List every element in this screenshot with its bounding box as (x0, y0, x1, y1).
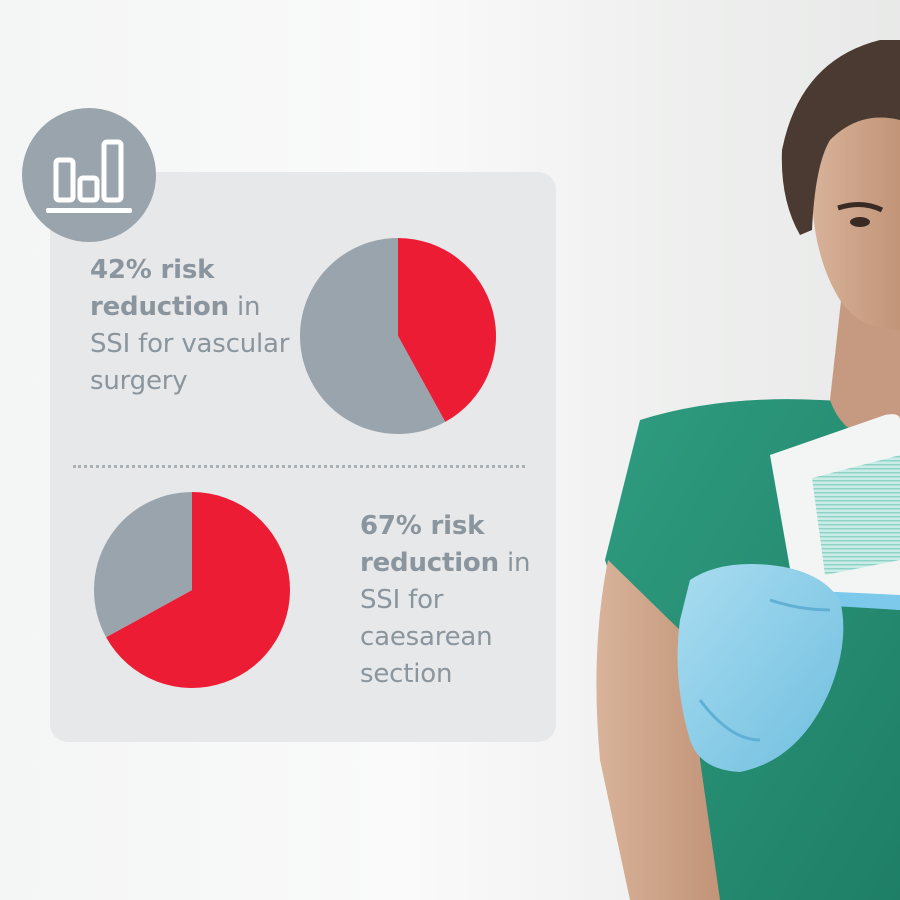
pie-chart-vascular (299, 238, 496, 434)
bar-chart-icon (46, 139, 132, 213)
pie-slice-vascular-remainder (299, 238, 446, 434)
stat-vascular-detail: in SSI for vascular surgery (90, 292, 290, 396)
stat-caesarean-detail: in SSI for caesarean section (360, 548, 531, 689)
dressing-pad (770, 414, 900, 610)
gloved-hand (677, 564, 844, 772)
pie-slice-caesarean-remainder (94, 492, 192, 638)
stat-caesarean: 67% risk reduction in SSI for caesarean … (360, 508, 560, 693)
pie-chart-caesarean (94, 492, 290, 688)
stat-caesarean-highlight: 67% risk reduction (360, 511, 499, 578)
stat-vascular-highlight: 42% risk reduction (90, 255, 229, 322)
pie-slice-caesarean-reduction (106, 492, 290, 688)
pie-slice-vascular-reduction (398, 238, 496, 422)
stat-vascular: 42% risk reduction in SSI for vascular s… (90, 252, 300, 400)
dotted-divider (73, 465, 525, 468)
chart-badge (22, 108, 156, 242)
head (781, 40, 900, 440)
